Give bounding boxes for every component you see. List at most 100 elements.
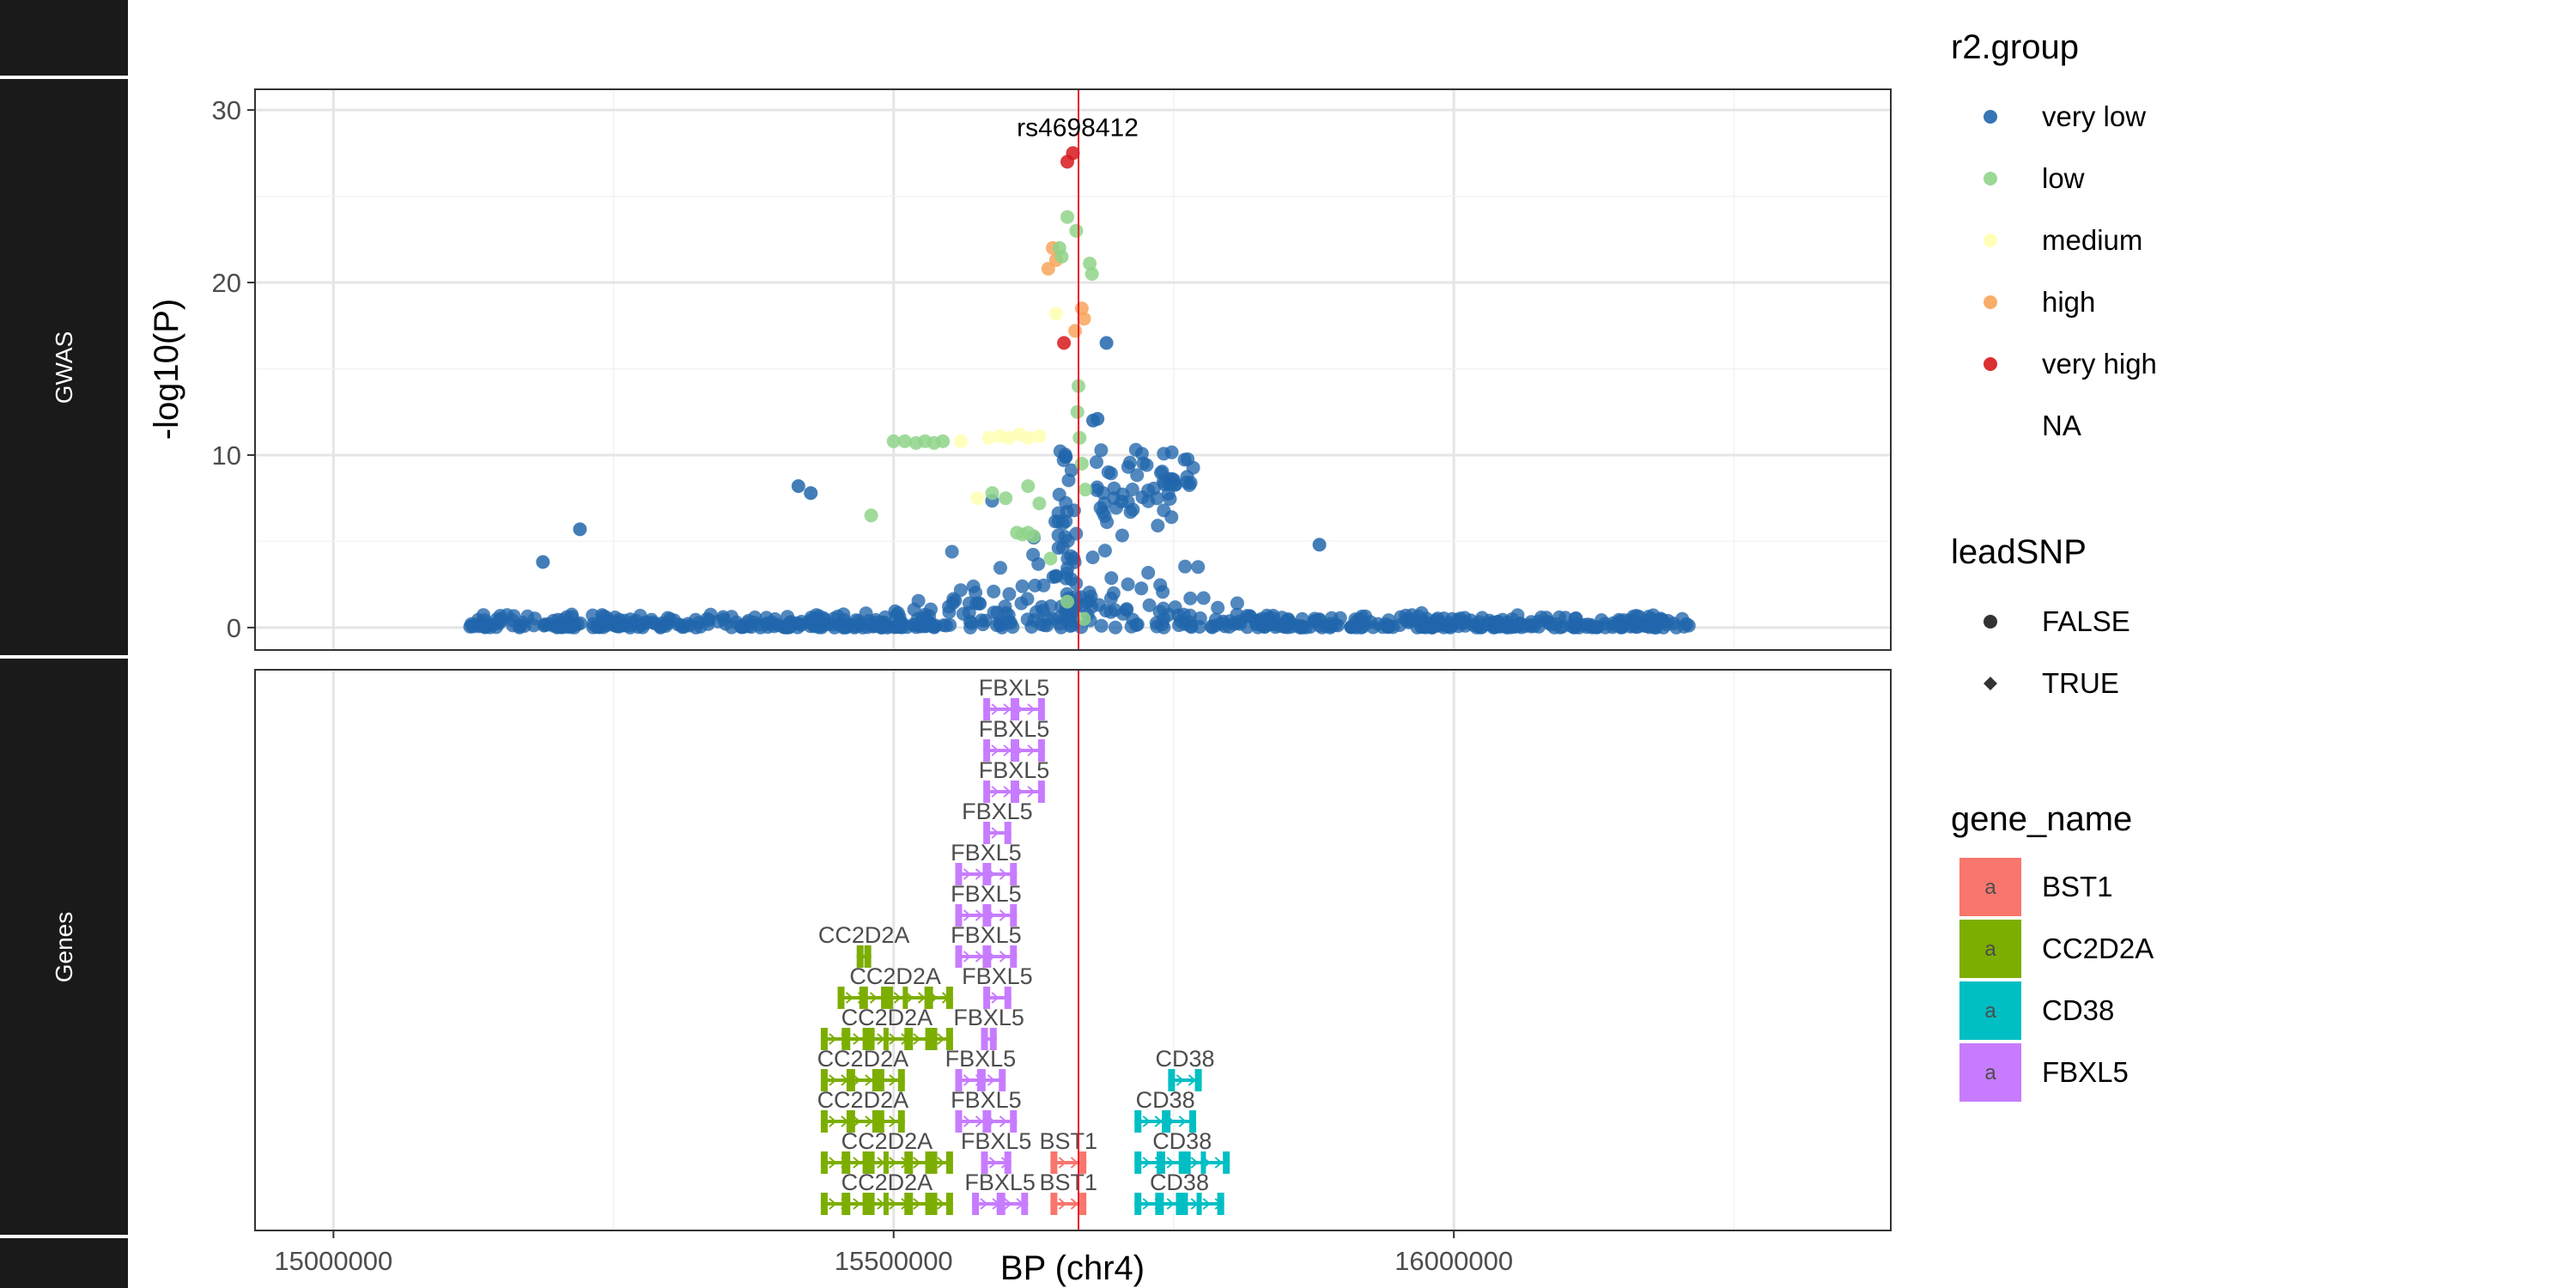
snp-point (1211, 600, 1225, 615)
snp-point (1151, 519, 1165, 533)
gene-strand-arrow (999, 868, 1008, 880)
x-axis: 15000000 15500000 16000000 (274, 1230, 1513, 1276)
snp-point (711, 614, 726, 629)
snp-point (1125, 483, 1139, 496)
gene-exon (872, 1110, 884, 1133)
snp-point (1161, 487, 1176, 501)
snp-point (1193, 620, 1206, 634)
snp-point-medium (1021, 430, 1036, 445)
gene-exon (982, 945, 992, 968)
gene-exon (897, 1110, 905, 1133)
gene-track-cd38: CD38 (1134, 1087, 1197, 1133)
snp-point (767, 619, 781, 634)
snp-point (671, 617, 685, 632)
snp-point-medium (970, 491, 985, 506)
gene-strand-arrow (1214, 1157, 1223, 1169)
snp-point (654, 616, 669, 630)
gene-strand-arrow (1070, 1157, 1078, 1169)
snp-point (1020, 592, 1035, 606)
snp-point-very-high (1057, 336, 1072, 350)
snp-point (1005, 620, 1020, 635)
gene-exon (945, 1193, 953, 1215)
gene-exon (883, 1151, 889, 1174)
gene-strand-arrow (853, 1198, 861, 1210)
gene-track-fbxl5: FBXL5 (951, 922, 1022, 968)
gene-label: FBXL5 (953, 1005, 1024, 1030)
gene-exon (983, 698, 991, 720)
snp-point (639, 616, 653, 630)
gene-track-bst1: BST1 (1040, 1170, 1097, 1215)
snp-point (1129, 618, 1144, 632)
gene-track-cd38: CD38 (1134, 1170, 1224, 1215)
snp-point-low (1070, 404, 1084, 419)
gene-track-fbxl5: FBXL5 (951, 840, 1022, 885)
gene-strand-arrow (1188, 1074, 1196, 1086)
legend-gene-label: CC2D2A (2042, 933, 2154, 964)
gene-strand-arrow (901, 1198, 909, 1210)
legend-r2-label: very high (2042, 348, 2157, 380)
gene-strand-arrow (905, 992, 914, 1004)
gene-exon (820, 1151, 828, 1174)
snp-point (1281, 612, 1296, 627)
legend-r2-label: low (2042, 162, 2085, 194)
snp-point (1178, 559, 1193, 574)
gene-exon (945, 1028, 953, 1050)
snp-point (928, 618, 943, 633)
gene-strand-arrow (841, 1157, 849, 1169)
snp-point (780, 619, 794, 633)
snp-point (1649, 620, 1663, 635)
snp-point (1157, 503, 1171, 518)
gene-strand-arrow (1142, 1115, 1151, 1127)
gene-strand-arrow (1154, 1115, 1163, 1127)
gene-strand-arrow (877, 1115, 885, 1127)
gene-strand-arrow (1178, 1198, 1187, 1210)
gene-exon (883, 1193, 889, 1215)
snp-point (851, 614, 866, 629)
gene-strand-arrow (865, 1074, 873, 1086)
x-tick-label: 15000000 (274, 1246, 392, 1276)
snp-point (586, 617, 600, 631)
legend-lead-items: FALSE TRUE (1984, 605, 2130, 699)
gene-strand-arrow (925, 1033, 933, 1045)
gene-exon (982, 863, 992, 885)
snp-point (1101, 465, 1115, 479)
gene-strand-arrow (987, 909, 996, 921)
gene-exon (1155, 1193, 1164, 1215)
gene-exon (883, 1028, 889, 1050)
snp-point (1157, 447, 1171, 461)
gene-strand-arrow (889, 1033, 897, 1045)
gene-strand-arrow (991, 786, 999, 798)
snp-point-low (1077, 611, 1091, 626)
snp-point-very-low (791, 479, 805, 494)
snp-point (999, 605, 1013, 620)
gene-label: CC2D2A (818, 922, 910, 948)
snp-point (570, 617, 585, 631)
gene-track-cd38: CD38 (1134, 1128, 1230, 1174)
gene-label: FBXL5 (979, 716, 1050, 742)
gene-strand-arrow (963, 1074, 972, 1086)
gene-exon (1037, 781, 1045, 803)
snp-point (1222, 614, 1236, 629)
gene-exon (955, 904, 963, 927)
gene-strand-arrow (991, 827, 999, 839)
gene-strand-arrow (829, 1033, 837, 1045)
snp-point (1115, 606, 1130, 621)
snp-point (1146, 481, 1161, 495)
snp-point (888, 604, 902, 618)
snp-point-low (1069, 223, 1084, 238)
gene-strand-arrow (1027, 703, 1036, 715)
snp-point (1141, 566, 1156, 580)
snp-point (910, 611, 925, 626)
snp-point-high (1077, 312, 1091, 326)
gene-exon (1189, 1110, 1197, 1133)
gene-exon (862, 1193, 875, 1215)
snp-point-medium (954, 434, 968, 448)
snp-point (1363, 615, 1377, 629)
snp-point-low (936, 434, 951, 448)
gene-exon (820, 1069, 828, 1091)
snp-point (1035, 599, 1049, 614)
snp-point (1485, 616, 1499, 630)
gene-strand-arrow (925, 1157, 933, 1169)
legend-r2-key-medium (1984, 234, 1997, 247)
snp-point (1055, 516, 1070, 531)
